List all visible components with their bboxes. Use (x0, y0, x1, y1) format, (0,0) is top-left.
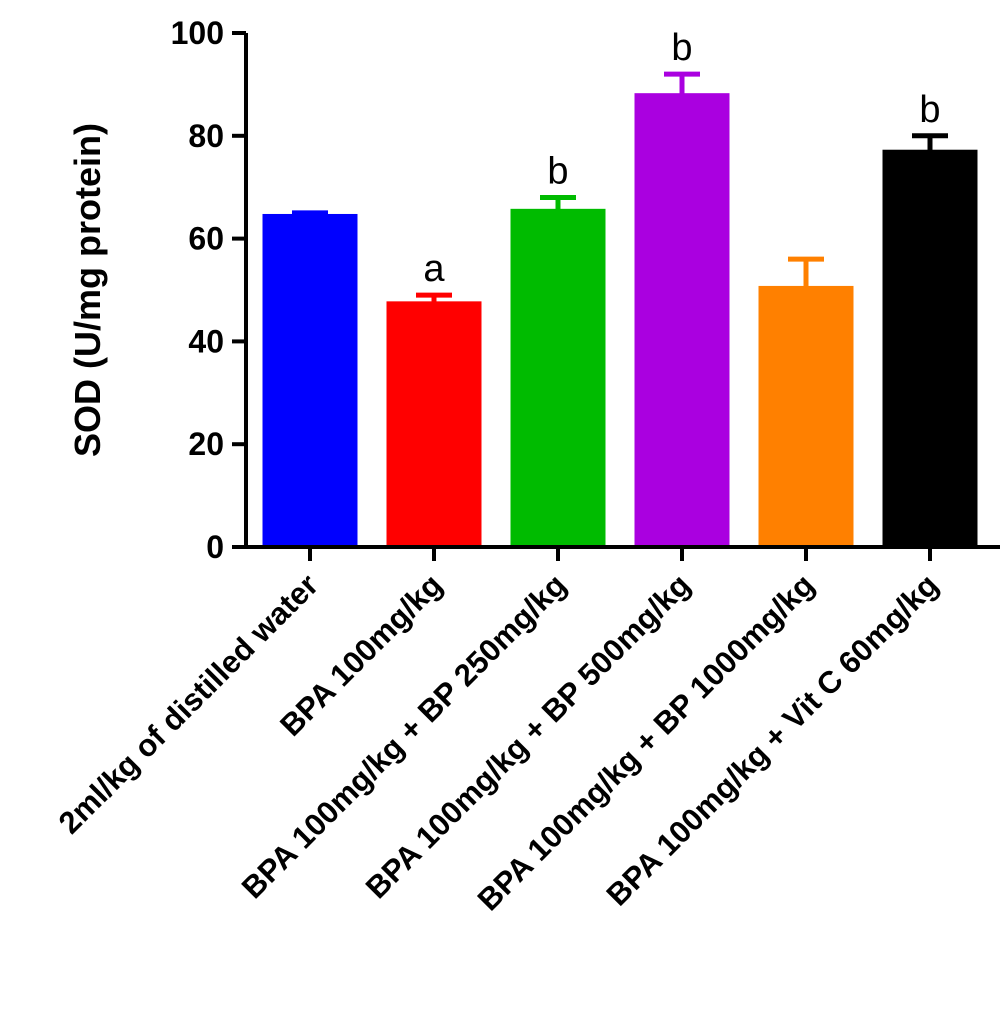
y-tick-label: 80 (188, 118, 224, 154)
axes-layer (244, 33, 1000, 549)
significance-label: a (423, 248, 445, 290)
y-tick-label: 100 (171, 15, 224, 51)
bars-layer: a b b b (262, 27, 978, 549)
bar (510, 208, 606, 549)
y-tick-label: 40 (188, 323, 224, 359)
y-tick-label: 0 (206, 529, 224, 565)
bar (882, 149, 978, 549)
bar (634, 93, 730, 549)
bar (262, 213, 358, 549)
y-tick-label: 60 (188, 221, 224, 257)
y-ticks: 0 20 40 60 80 100 (171, 15, 246, 565)
bar (386, 301, 482, 549)
y-tick-label: 20 (188, 426, 224, 462)
significance-label: b (547, 150, 568, 192)
x-tick-label: 2ml/kg of distilled water (52, 567, 325, 840)
significance-label: b (919, 89, 940, 131)
significance-label: b (671, 27, 692, 69)
y-axis-title: SOD (U/mg protein) (67, 123, 108, 457)
bar (758, 285, 854, 549)
